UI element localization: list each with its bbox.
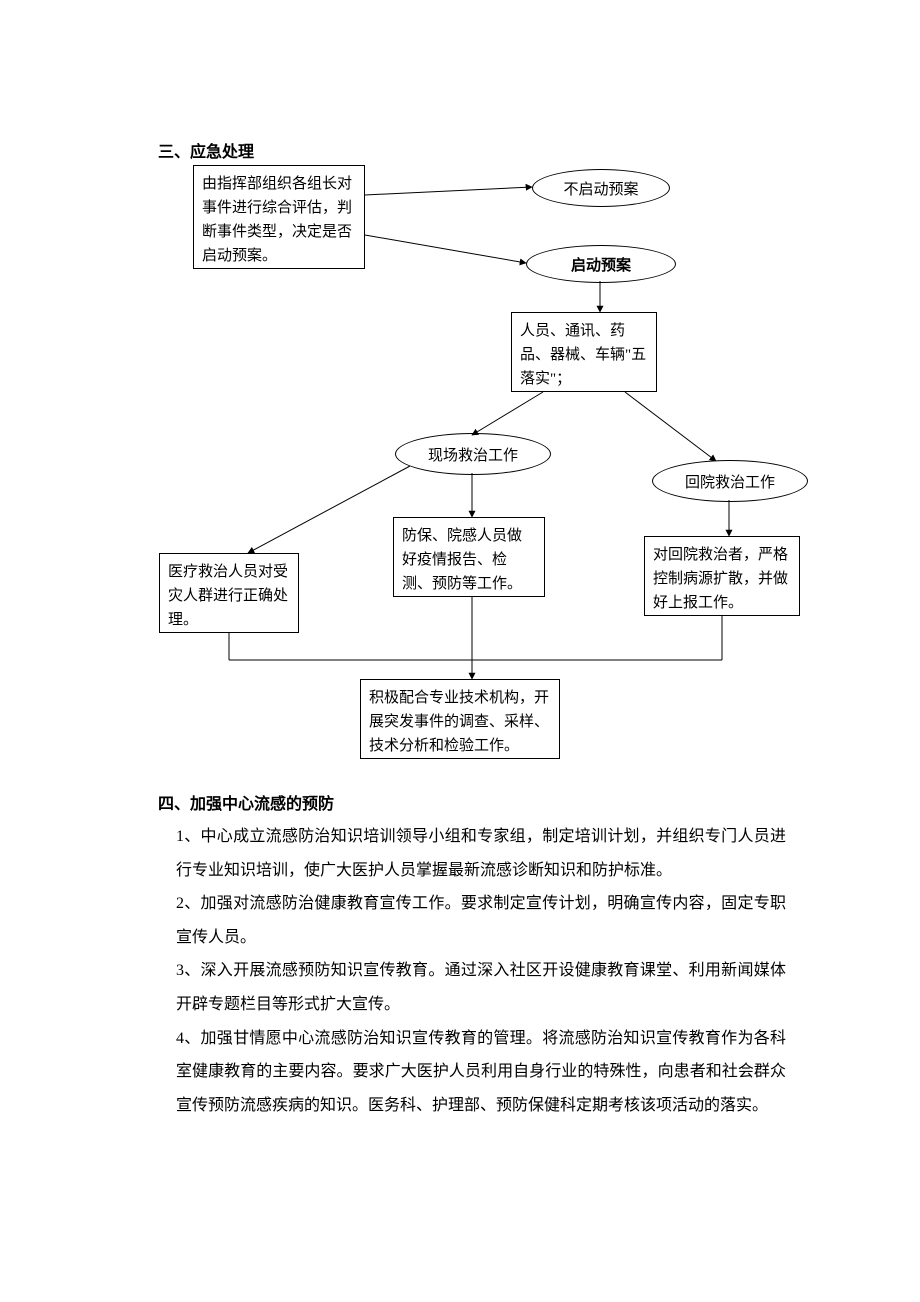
document-page: 三、应急处理 由指挥部组织各组长对事件进行综合评估，判断事件类型，决定是否启动预… [0, 0, 920, 1302]
paragraph: 2、加强对流感防治健康教育宣传工作。要求制定宣传计划，明确宣传内容，固定专职宣传… [176, 887, 786, 954]
flow-node-returnCtrl: 对回院救治者，严格控制病源扩散，并做好上报工作。 [644, 536, 800, 616]
flow-node-start: 启动预案 [526, 245, 676, 283]
section-3-heading: 三、应急处理 [158, 138, 254, 162]
flow-node-fiveImpl: 人员、通讯、药品、器械、车辆"五落实"； [511, 312, 657, 392]
flow-node-noStart: 不启动预案 [532, 169, 670, 207]
flow-node-return: 回院救治工作 [652, 460, 808, 502]
paragraph: 4、加强甘情愿中心流感防治知识宣传教育的管理。将流感防治知识宣传教育作为各科室健… [176, 1022, 786, 1123]
flow-node-prevent: 防保、院感人员做好疫情报告、检测、预防等工作。 [393, 517, 545, 597]
section-4-heading: 四、加强中心流感的预防 [158, 790, 334, 814]
flow-node-cooperate: 积极配合专业技术机构，开展突发事件的调查、采样、技术分析和检验工作。 [360, 679, 560, 759]
flow-node-decision: 由指挥部组织各组长对事件进行综合评估，判断事件类型，决定是否启动预案。 [193, 165, 365, 269]
section-4-body: 1、中心成立流感防治知识培训领导小组和专家组，制定培训计划，并组织专门人员进行专… [176, 820, 786, 1122]
flow-node-onsite: 现场救治工作 [395, 433, 551, 475]
paragraph: 3、深入开展流感预防知识宣传教育。通过深入社区开设健康教育课堂、利用新闻媒体开辟… [176, 954, 786, 1021]
paragraph: 1、中心成立流感防治知识培训领导小组和专家组，制定培训计划，并组织专门人员进行专… [176, 820, 786, 887]
flow-node-medical: 医疗救治人员对受灾人群进行正确处理。 [159, 553, 299, 633]
